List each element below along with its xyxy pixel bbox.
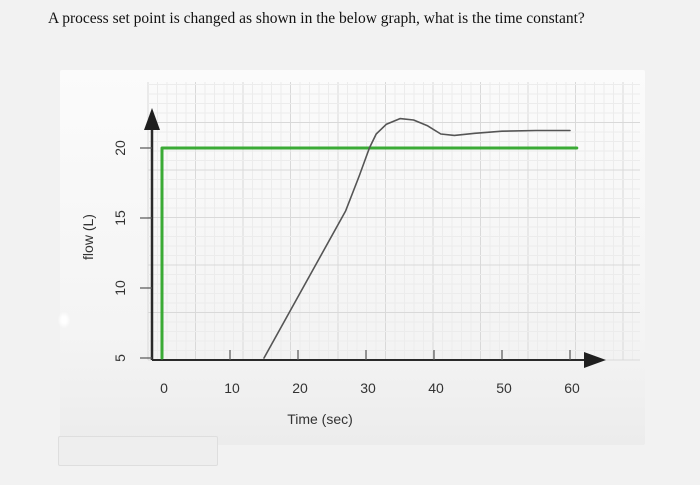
- answer-box[interactable]: [58, 436, 218, 466]
- y-tick-label: 5: [112, 354, 128, 362]
- y-tick-label: 10: [112, 280, 128, 296]
- question-text: A process set point is changed as shown …: [48, 10, 585, 27]
- setpoint-step-line: [160, 146, 579, 360]
- x-axis-title: Time (sec): [287, 411, 353, 427]
- x-tick-label: 50: [496, 380, 512, 396]
- y-axis-arrow: [144, 108, 160, 130]
- x-axis-arrow: [584, 352, 606, 368]
- y-axis-title: flow (L): [80, 214, 96, 260]
- process-response-line: [263, 117, 571, 359]
- light-glint: [58, 312, 70, 328]
- axes: [140, 108, 606, 368]
- x-tick-label: 40: [428, 380, 444, 396]
- x-tick-label: 30: [360, 380, 376, 396]
- series-layer: [160, 117, 579, 360]
- x-tick-label: 10: [224, 380, 240, 396]
- grid: [147, 82, 640, 361]
- x-tick-label: 0: [160, 380, 168, 396]
- y-tick-label: 20: [112, 140, 128, 156]
- tick-labels: 0 10 20 30 40 50 60 5 10 15 20: [112, 140, 580, 396]
- x-tick-label: 60: [564, 380, 580, 396]
- x-tick-label: 20: [292, 380, 308, 396]
- y-tick-label: 15: [112, 210, 128, 226]
